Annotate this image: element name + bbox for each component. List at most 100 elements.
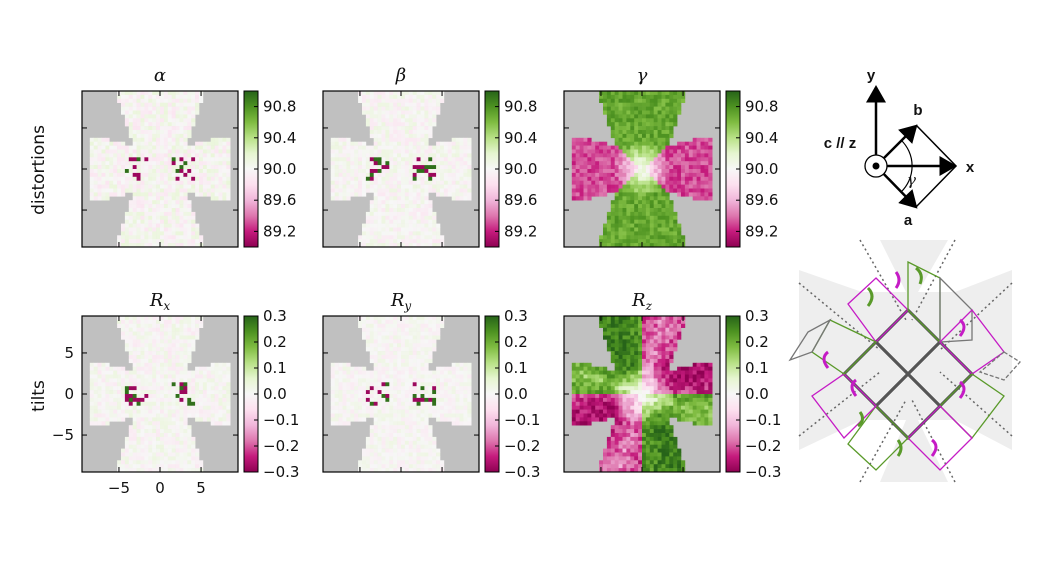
heatmap-cell [124, 114, 130, 119]
heatmap-cell [183, 126, 188, 131]
heatmap-cell [167, 358, 172, 364]
heatmap-cell [645, 153, 651, 158]
heatmap-cell [665, 141, 670, 146]
heatmap-cell [377, 417, 382, 422]
heatmap-cell [113, 401, 118, 406]
heatmap-cell [389, 397, 394, 403]
heatmap-cell [642, 122, 647, 127]
heatmap-cell [377, 339, 382, 344]
heatmap-cell [132, 456, 137, 461]
heatmap-cell [634, 188, 639, 193]
heatmap-cell [167, 126, 172, 131]
heatmap-cell [467, 157, 472, 162]
heatmap-cell [175, 122, 180, 127]
heatmap-cell [330, 409, 335, 414]
heatmap-cell [606, 157, 612, 162]
heatmap-cell [144, 370, 149, 375]
heatmap-cell [136, 464, 141, 469]
heatmap-cell [404, 180, 410, 185]
heatmap-cell [591, 141, 596, 146]
heatmap-cell [218, 397, 223, 403]
heatmap-cell [432, 370, 437, 375]
heatmap-cell [199, 394, 204, 399]
heatmap-cell [587, 137, 592, 142]
heatmap-cell [128, 149, 133, 154]
heatmap-cell [160, 327, 165, 332]
heatmap-cell [183, 130, 188, 135]
heatmap-cell [365, 323, 371, 328]
heatmap-cell [195, 153, 200, 158]
heatmap-cell [669, 227, 674, 232]
heatmap-cell [579, 137, 584, 142]
heatmap-cell [365, 161, 371, 166]
heatmap-cell [183, 196, 188, 201]
heatmap-cell [443, 192, 449, 197]
heatmap-cell [618, 211, 623, 217]
heatmap-cell [638, 94, 643, 100]
heatmap-cell [140, 149, 145, 154]
heatmap-cell [591, 184, 596, 189]
heatmap-cell [404, 215, 410, 220]
heatmap-cell [338, 188, 343, 193]
heatmap-cell [210, 153, 215, 158]
heatmap-cell [152, 176, 157, 181]
heatmap-cell [148, 114, 153, 119]
heatmap-cell [428, 351, 433, 356]
heatmap-cell [436, 327, 441, 332]
heatmap-cell [101, 149, 106, 154]
heatmap-cell [128, 456, 133, 461]
heatmap-cell [132, 440, 137, 445]
heatmap-cell [179, 106, 184, 111]
heatmap-cell [160, 196, 165, 201]
heatmap-cell [661, 161, 666, 166]
heatmap-cell [179, 444, 184, 449]
heatmap-cell [463, 188, 468, 193]
heatmap-cell [365, 91, 371, 96]
heatmap-cell [171, 444, 176, 449]
heatmap-cell [626, 196, 631, 201]
heatmap-cell [420, 421, 425, 426]
heatmap-cell [195, 382, 200, 387]
heatmap-cell [334, 172, 339, 178]
heatmap-cell [614, 235, 619, 240]
heatmap-cell [140, 425, 145, 430]
heatmap-cell [338, 196, 343, 201]
heatmap-cell [397, 382, 402, 387]
heatmap-cell [195, 91, 200, 96]
heatmap-cell [117, 390, 122, 395]
heatmap-cell [175, 433, 180, 438]
heatmap-cell [179, 157, 184, 162]
heatmap-cell [404, 409, 410, 414]
heatmap-cell [412, 176, 417, 181]
heatmap-cell [334, 417, 339, 422]
heatmap-cell [614, 188, 619, 193]
heatmap-cell [665, 91, 670, 96]
heatmap-cell [614, 122, 619, 127]
heatmap-cell [408, 413, 413, 418]
heatmap-cell [195, 184, 200, 189]
heatmap-cell [163, 351, 169, 356]
heatmap-cell [144, 452, 149, 457]
heatmap-cell [401, 386, 406, 391]
heatmap-cell [665, 94, 670, 100]
heatmap-cell [191, 145, 196, 150]
heatmap-cell [136, 440, 141, 445]
heatmap-cell [377, 374, 382, 379]
heatmap-cell [432, 211, 437, 217]
heatmap-cell [571, 149, 576, 154]
heatmap-cell [381, 460, 386, 465]
heatmap-cell [152, 417, 157, 422]
heatmap-cell [645, 145, 651, 150]
heatmap-cell [171, 161, 176, 166]
heatmap-cell [432, 394, 437, 399]
heatmap-cell [160, 239, 165, 244]
heatmap-cell [579, 180, 584, 185]
heatmap-cell [661, 204, 666, 209]
heatmap-cell [218, 405, 223, 410]
heatmap-cell [638, 114, 643, 119]
heatmap-cell [657, 122, 662, 127]
heatmap-cell [373, 196, 378, 201]
heatmap-cell [365, 347, 371, 352]
heatmap-cell [657, 219, 662, 224]
heatmap-cell [167, 452, 172, 457]
